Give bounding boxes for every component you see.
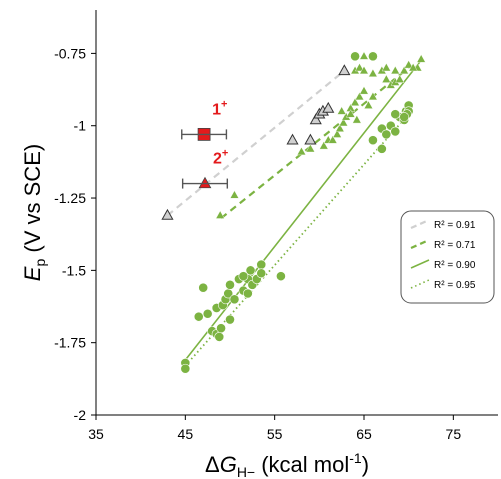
- x-tick-label: 75: [446, 426, 462, 442]
- data-point-circle: [202, 308, 213, 319]
- data-point-triangle: [359, 86, 369, 95]
- data-point-triangle: [368, 68, 378, 77]
- legend-label: R² = 0.71: [434, 240, 476, 251]
- data-point-circle: [390, 126, 401, 137]
- y-tick-label: -2: [74, 407, 87, 423]
- data-point-triangle-open: [304, 133, 317, 145]
- data-point-triangle: [305, 143, 316, 153]
- data-point-triangle: [390, 65, 400, 75]
- fit-line-series-0: [166, 69, 346, 217]
- data-point-triangle: [319, 141, 329, 150]
- fit-line-dotted: [184, 113, 410, 367]
- data-point-circle: [376, 143, 387, 154]
- legend-label: R² = 0.95: [434, 280, 476, 291]
- data-point-circle: [390, 109, 401, 120]
- data-point-triangle: [404, 60, 414, 69]
- data-point-triangle: [338, 117, 349, 127]
- legend-box: [400, 210, 495, 304]
- data-point-circle: [225, 314, 235, 325]
- data-point-circle: [193, 311, 204, 322]
- data-point-circle: [381, 129, 392, 140]
- data-point-triangle: [335, 123, 345, 132]
- error-bars: [181, 129, 229, 189]
- data-point-triangle: [408, 62, 418, 72]
- data-point-triangle: [359, 51, 369, 60]
- legend-swatch: [410, 218, 430, 230]
- data-point-triangle: [354, 91, 365, 101]
- legend-swatch: [410, 279, 430, 289]
- axis-ticks: 35 45 55 65 75 -0.75 -1 -1.25 -1.5 -1.75 -2: [54, 45, 461, 442]
- data-point-circle: [399, 112, 410, 122]
- fit-line-solid: [184, 58, 423, 361]
- fit-lines: [166, 58, 423, 367]
- data-point-triangle: [359, 65, 369, 75]
- plot-frame: [95, 10, 498, 416]
- axis-titles: ΔGH− (kcal mol-1) Ep (V vs SCE): [20, 144, 369, 479]
- data-point-circle: [229, 294, 240, 305]
- data-point-circle: [180, 363, 191, 374]
- y-tick-label: -0.75: [54, 45, 86, 61]
- data-point-triangle: [350, 97, 360, 106]
- point-label-1: 1+: [212, 98, 227, 118]
- data-point-triangle: [337, 106, 347, 115]
- data-point-circle: [256, 268, 267, 279]
- data-point-triangle: [381, 62, 391, 72]
- data-point-triangle: [399, 65, 409, 75]
- data-point-triangle-open: [161, 208, 174, 220]
- data-point-circle: [276, 271, 286, 282]
- data-point-triangle: [332, 129, 342, 138]
- data-point-triangle: [395, 74, 405, 83]
- data-point-triangle: [229, 190, 240, 199]
- data-point-circle: [368, 51, 378, 62]
- legend-swatch: [410, 238, 430, 250]
- data-point-circle: [214, 331, 225, 342]
- data-point-triangle: [363, 100, 374, 109]
- data-point-circle: [198, 282, 209, 293]
- legend-label: R² = 0.91: [434, 220, 476, 231]
- legend-label: R² = 0.90: [434, 260, 476, 271]
- data-point-triangle: [345, 109, 356, 118]
- x-axis-title: ΔGH− (kcal mol-1): [205, 450, 369, 479]
- data-point-triangle-open: [309, 113, 322, 125]
- x-tick-label: 65: [356, 426, 372, 442]
- data-point-triangle-open: [322, 101, 335, 113]
- y-tick-label: -1.5: [62, 262, 86, 278]
- data-point-triangle: [296, 146, 307, 156]
- data-point-triangle: [381, 74, 391, 83]
- annotations: 1+ 2+: [212, 98, 228, 167]
- data-points: [161, 51, 426, 374]
- data-point-triangle-open: [338, 64, 351, 76]
- data-point-triangle: [368, 91, 378, 101]
- x-tick-label: 35: [88, 426, 104, 442]
- y-axis-title: Ep (V vs SCE): [20, 144, 48, 281]
- data-point-triangle: [416, 54, 426, 63]
- data-point-triangle: [354, 62, 365, 72]
- y-tick-label: -1.75: [54, 335, 86, 351]
- data-point-triangle-open: [286, 133, 299, 145]
- data-point-circle: [368, 135, 378, 146]
- data-point-circle: [225, 279, 235, 290]
- data-point-circle: [245, 265, 256, 276]
- data-point-triangle: [328, 135, 338, 144]
- data-point-triangle: [215, 210, 225, 219]
- x-tick-label: 55: [267, 426, 283, 442]
- data-point-triangle: [198, 176, 212, 189]
- data-point-circle: [238, 271, 249, 282]
- data-point-circle: [350, 51, 360, 62]
- data-point-circle: [216, 323, 226, 334]
- y-tick-label: -1.25: [54, 190, 86, 206]
- data-point-circle: [242, 288, 253, 299]
- legend: R² = 0.91 R² = 0.71 R² = 0.90 R² = 0.95: [400, 210, 495, 304]
- y-tick-label: -1: [74, 118, 87, 134]
- x-tick-label: 45: [178, 426, 194, 442]
- data-point-triangle: [352, 115, 362, 124]
- data-point-circle: [256, 259, 267, 270]
- legend-swatch: [410, 259, 430, 269]
- point-label-2: 2+: [213, 148, 228, 168]
